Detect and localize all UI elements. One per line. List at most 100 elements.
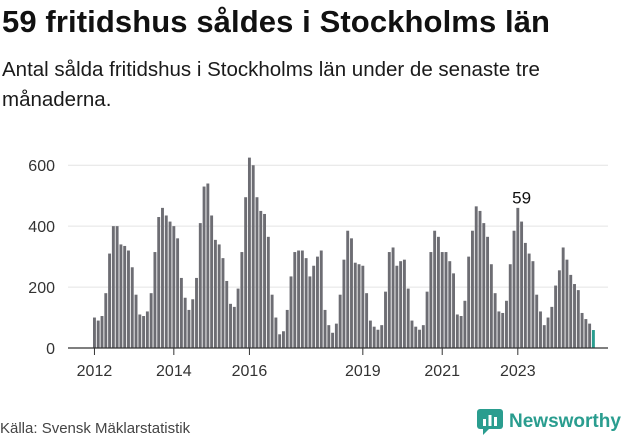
bar [323, 309, 327, 348]
bar [119, 244, 123, 348]
bar [149, 293, 153, 348]
bar [580, 312, 584, 348]
x-tick-label: 2021 [424, 363, 460, 380]
bar [130, 267, 134, 348]
bar [561, 247, 565, 348]
bar [104, 293, 108, 348]
bar [278, 334, 282, 348]
bar [471, 230, 474, 348]
x-tick-label: 2023 [500, 363, 536, 380]
bar [516, 207, 520, 348]
bar [247, 157, 251, 348]
bar [213, 239, 217, 348]
bar [179, 277, 183, 348]
bar [402, 259, 406, 348]
bar [399, 261, 403, 348]
bar [357, 264, 361, 348]
bar [493, 293, 497, 348]
bar [384, 291, 387, 348]
bar [338, 294, 342, 348]
bar [282, 331, 285, 348]
bar [183, 297, 187, 348]
bar [319, 250, 323, 348]
y-tick-label: 600 [28, 158, 55, 175]
bar [368, 320, 372, 348]
bar [550, 306, 554, 348]
bar [108, 253, 112, 348]
bar [361, 265, 365, 348]
bar [395, 265, 399, 348]
bar [569, 274, 573, 348]
bar [467, 256, 471, 348]
bar [285, 309, 289, 348]
bar [157, 217, 161, 348]
bar [546, 317, 550, 348]
bar [217, 244, 221, 348]
bar [573, 284, 576, 348]
bar [331, 332, 335, 348]
bar [455, 314, 459, 348]
bar [187, 309, 191, 348]
bar [289, 276, 293, 348]
bar [225, 280, 229, 348]
bar [376, 329, 380, 348]
chart-title: 59 fritidshus såldes i Stockholms län [2, 4, 551, 39]
bar [327, 325, 331, 348]
bar [452, 273, 455, 348]
bar [554, 285, 558, 348]
bar [350, 238, 353, 348]
tick-labels: 0 200 400 600 2012 2014 2016 2019 2021 2023 59 [28, 158, 535, 380]
bar [576, 290, 580, 348]
latest-value-label: 59 [512, 189, 531, 208]
bar [293, 252, 297, 348]
bar [557, 270, 561, 348]
bar [486, 236, 490, 348]
bar [236, 288, 240, 348]
bar [520, 221, 524, 348]
bar [210, 215, 214, 348]
bar [334, 323, 338, 348]
bar [312, 265, 316, 348]
bar [191, 299, 195, 348]
bar [497, 311, 501, 348]
bar [111, 226, 115, 348]
bar [365, 293, 369, 348]
bar [100, 316, 104, 348]
chart-subtitle: Antal sålda fritidshus i Stockholms län … [2, 58, 540, 111]
bar [372, 326, 376, 348]
bar [127, 250, 130, 348]
bar [93, 317, 96, 348]
bar [391, 247, 395, 348]
bar [145, 311, 149, 348]
bar [244, 197, 248, 348]
bar [142, 316, 146, 348]
bar [508, 264, 512, 348]
bar [535, 294, 539, 348]
bar [448, 261, 452, 348]
bar [478, 210, 482, 348]
bar [584, 319, 588, 348]
brand-logo[interactable]: Newsworthy [477, 407, 621, 437]
bar [316, 256, 319, 348]
bar [444, 252, 448, 348]
bar [474, 206, 478, 348]
bar [251, 165, 255, 348]
bar [459, 316, 463, 348]
bar [168, 221, 172, 348]
bar [425, 291, 429, 348]
bar [198, 223, 202, 348]
bar [263, 213, 266, 348]
x-tick-label: 2019 [345, 363, 381, 380]
bar [436, 236, 440, 348]
bar [527, 253, 531, 348]
bar [421, 325, 425, 348]
bar-highlight [591, 330, 595, 348]
bar [164, 215, 168, 348]
bar [523, 242, 527, 348]
bar [505, 300, 508, 348]
bar [300, 250, 304, 348]
bar [418, 329, 421, 348]
bar [346, 230, 350, 348]
bar [304, 258, 308, 348]
bar [512, 230, 516, 348]
